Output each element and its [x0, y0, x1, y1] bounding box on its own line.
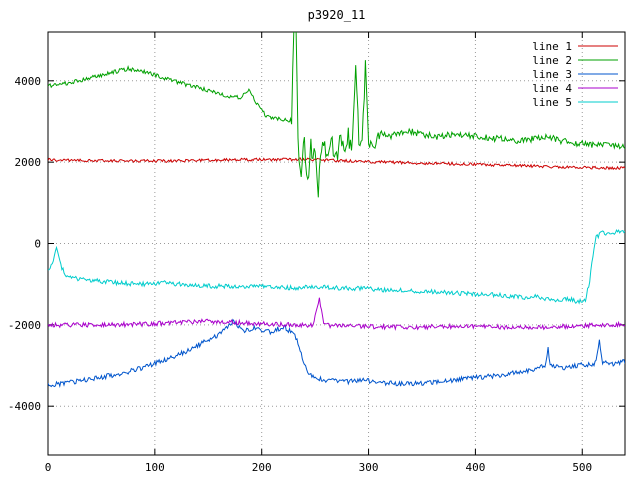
y-tick-label: 4000 — [15, 75, 42, 88]
x-tick-label: 100 — [145, 461, 165, 474]
series-line-2 — [48, 32, 625, 198]
y-tick-label: 0 — [34, 238, 41, 251]
series-line-3 — [48, 318, 625, 388]
series-line-4 — [48, 297, 625, 332]
legend-label: line 2 — [532, 54, 572, 67]
x-tick-label: 400 — [465, 461, 485, 474]
legend-label: line 4 — [532, 82, 572, 95]
y-tick-label: 2000 — [15, 156, 42, 169]
legend-label: line 3 — [532, 68, 572, 81]
x-tick-label: 0 — [45, 461, 52, 474]
legend-label: line 1 — [532, 40, 572, 53]
y-tick-label: -2000 — [8, 319, 41, 332]
x-tick-label: 200 — [252, 461, 272, 474]
series-line-5 — [48, 228, 625, 305]
chart-title: p3920_11 — [307, 8, 366, 22]
y-tick-label: -4000 — [8, 400, 41, 413]
x-tick-label: 500 — [572, 461, 592, 474]
legend-label: line 5 — [532, 96, 572, 109]
x-tick-label: 300 — [359, 461, 379, 474]
series-line-1 — [48, 157, 625, 171]
